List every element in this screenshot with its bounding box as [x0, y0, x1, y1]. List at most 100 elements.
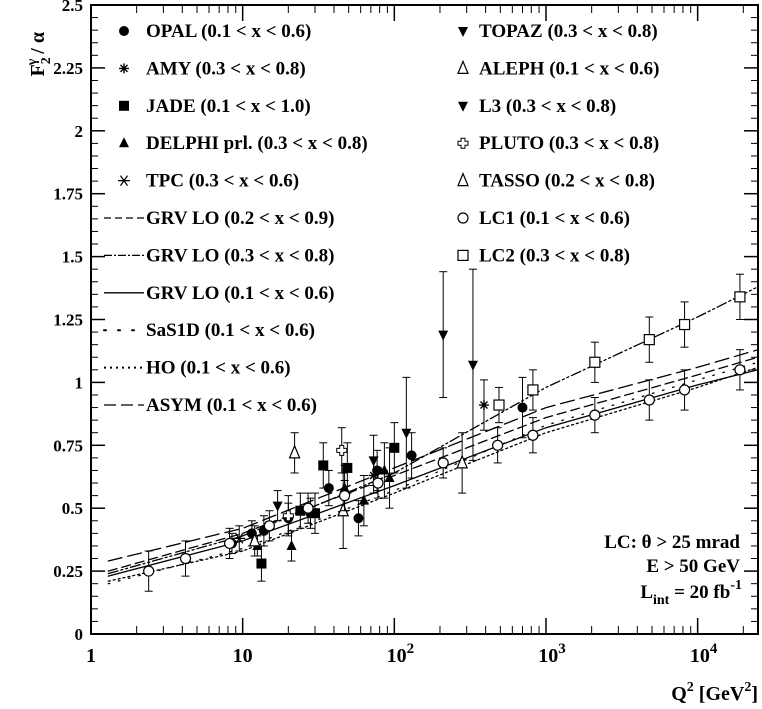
marker-filled-square	[389, 442, 400, 453]
marker-shape	[406, 450, 417, 461]
marker-shape	[118, 175, 130, 186]
axis-ticks: 0 0.25 0.5 0.75 1 1.25 1.5 1.75 2 2.25 2.5 1 10 102 10…	[53, 0, 758, 667]
data-point	[288, 432, 301, 474]
marker-filled-down-triangle	[438, 330, 449, 341]
marker-shape	[372, 477, 384, 489]
marker-open-circle	[372, 477, 384, 489]
annotation-angle: LC: θ > 25 mrad	[604, 532, 740, 553]
data-point	[233, 525, 246, 552]
legend-left-label: SaS1D (0.1 < x < 0.6)	[146, 320, 315, 341]
legend-left-entry: GRV LO (0.1 < x < 0.6)	[104, 283, 334, 304]
legend-left-label: GRV LO (0.2 < x < 0.9)	[146, 208, 334, 229]
marker-open-circle	[338, 490, 351, 502]
marker-shape	[458, 27, 468, 37]
legend-right-label: PLUTO (0.3 < x < 0.8)	[479, 133, 659, 154]
marker-shape	[337, 502, 350, 517]
marker-filled-square	[256, 558, 267, 569]
legend-right-entry: LC2 (0.3 < x < 0.8)	[457, 245, 630, 266]
marker-filled-triangle	[379, 464, 390, 475]
legend-left-entry: TPC (0.3 < x < 0.6)	[118, 171, 299, 192]
marker-shape	[478, 400, 489, 411]
marker-shape	[323, 483, 334, 494]
x-tick-label: 103	[538, 641, 566, 667]
legend-right-entry: L3 (0.3 < x < 0.8)	[458, 96, 616, 117]
data-point	[272, 490, 283, 522]
marker-asterisk	[233, 533, 246, 544]
marker-filled-circle	[323, 483, 334, 494]
legend-left-entry: SaS1D (0.1 < x < 0.6)	[103, 320, 315, 341]
marker-open-cross	[336, 444, 348, 456]
legend-left-entry: DELPHI prl. (0.3 < x < 0.8)	[119, 133, 368, 154]
marker-shape	[734, 291, 746, 303]
data-point	[368, 434, 379, 487]
legend-left-label: GRV LO (0.3 < x < 0.8)	[146, 245, 334, 266]
marker-filled-down-triangle	[272, 501, 283, 512]
legend-right-label: TOPAZ (0.3 < x < 0.8)	[479, 21, 658, 42]
marker-open-square	[734, 291, 746, 303]
marker-filled-down-triangle	[458, 27, 468, 37]
marker-shape	[310, 508, 321, 519]
marker-filled-triangle	[119, 137, 129, 148]
legend-left-label: JADE (0.1 < x < 1.0)	[146, 96, 311, 117]
marker-filled-square	[318, 460, 329, 471]
data-point	[358, 474, 369, 527]
marker-open-square	[527, 384, 539, 396]
marker-filled-down-triangle	[458, 101, 468, 112]
legend-right-entry: PLUTO (0.3 < x < 0.8)	[457, 133, 659, 154]
marker-open-circle	[678, 384, 691, 396]
data-point	[438, 271, 449, 398]
marker-shape	[368, 456, 379, 467]
data-point	[734, 349, 746, 391]
marker-shape	[288, 444, 301, 459]
x-label-main: Q	[671, 683, 687, 705]
marker-shape	[248, 532, 261, 547]
marker-shape	[143, 565, 155, 577]
curve-long-dashed	[107, 349, 759, 562]
marker-shape	[119, 100, 129, 111]
data-point	[223, 527, 236, 560]
data-point	[517, 376, 528, 439]
y-label-post: / α	[27, 32, 49, 59]
marker-shape	[336, 444, 348, 456]
marker-shape	[457, 59, 469, 75]
marker-shape	[589, 356, 601, 368]
marker-open-triangle	[248, 532, 261, 547]
theory-curves	[107, 286, 759, 585]
series-open-circle	[143, 349, 746, 592]
data-point	[467, 268, 478, 461]
y-tick-label: 0.75	[53, 436, 83, 455]
data-point	[589, 396, 601, 434]
marker-shape	[263, 520, 275, 532]
series-open-square	[493, 273, 746, 424]
marker-shape	[384, 472, 395, 483]
lumi-sub: int	[653, 593, 670, 608]
y-tick-label: 1.75	[53, 185, 83, 204]
marker-asterisk	[118, 175, 130, 186]
data-point	[338, 480, 351, 512]
legend-left-label: AMY (0.3 < x < 0.8)	[146, 58, 306, 79]
legend-left-label: TPC (0.3 < x < 0.6)	[146, 171, 299, 192]
x-tick-label: 10	[233, 645, 253, 667]
x-axis-label: Q2 [GeV2]	[671, 680, 758, 705]
legend: OPAL (0.1 < x < 0.6) AMY (0.3 < x < 0.8) J…	[103, 21, 660, 416]
marker-shape	[457, 212, 469, 224]
legend-right-label: LC1 (0.1 < x < 0.6)	[479, 208, 630, 229]
legend-left-entry: ASYM (0.1 < x < 0.6)	[104, 395, 317, 416]
x-tick-label: 1	[86, 645, 96, 667]
marker-open-triangle	[288, 444, 301, 459]
marker-shape	[457, 137, 469, 149]
x-label-unit-sup: 2	[744, 680, 751, 695]
marker-open-square	[643, 334, 655, 346]
data-point	[372, 467, 384, 499]
data-point	[492, 427, 504, 464]
legend-right-label: ALEPH (0.1 < x < 0.6)	[479, 58, 660, 79]
legend-left-entry: GRV LO (0.2 < x < 0.9)	[104, 208, 334, 229]
marker-shape	[358, 494, 369, 505]
lumi-pre: L	[640, 582, 653, 603]
legend-left-label: GRV LO (0.1 < x < 0.6)	[146, 283, 334, 304]
marker-open-square	[589, 356, 601, 368]
marker-open-circle	[143, 565, 155, 577]
marker-shape	[527, 429, 539, 441]
series-open-triangle	[288, 432, 469, 494]
marker-open-circle	[457, 212, 469, 224]
